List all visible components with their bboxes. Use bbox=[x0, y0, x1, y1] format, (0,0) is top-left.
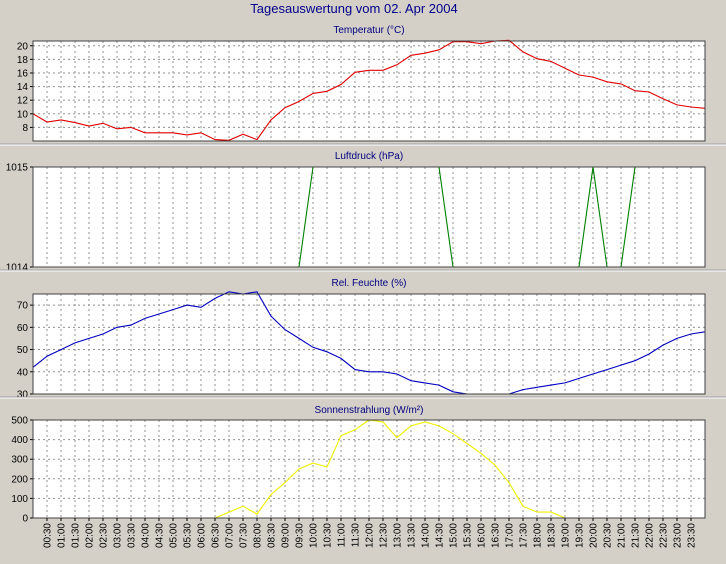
xtick-label: 06:30 bbox=[211, 523, 222, 548]
radiation-ytick-label: 100 bbox=[11, 494, 28, 505]
temperature-ytick-label: 18 bbox=[17, 55, 29, 66]
pressure-title: Luftdruck (hPa) bbox=[335, 151, 403, 162]
xtick-label: 09:30 bbox=[295, 523, 306, 548]
xtick-label: 23:00 bbox=[673, 523, 684, 548]
xtick-label: 11:30 bbox=[351, 523, 362, 548]
xtick-label: 04:30 bbox=[155, 523, 166, 548]
radiation-ytick-label: 200 bbox=[11, 474, 28, 485]
xtick-label: 07:30 bbox=[239, 523, 250, 548]
temperature-ytick-label: 10 bbox=[17, 109, 29, 120]
pressure-plot-border bbox=[32, 166, 706, 268]
xtick-label: 05:00 bbox=[169, 523, 180, 548]
temperature-panel: Temperatur (°C) 8 10 12 14 16 18 20 bbox=[0, 25, 726, 146]
xtick-label: 15:00 bbox=[449, 523, 460, 548]
xtick-label: 03:30 bbox=[127, 523, 138, 548]
radiation-ytick-label: 500 bbox=[11, 416, 28, 427]
humidity-ytick-label: 40 bbox=[17, 367, 29, 378]
temperature-ytick-label: 16 bbox=[17, 68, 29, 79]
xtick-label: 15:30 bbox=[463, 523, 474, 548]
temperature-series-line bbox=[32, 39, 706, 141]
humidity-ytick-label: 60 bbox=[17, 323, 29, 334]
xtick-label: 19:30 bbox=[575, 523, 586, 548]
temperature-ytick-label: 12 bbox=[17, 96, 29, 107]
xtick-label: 03:00 bbox=[113, 523, 124, 548]
xtick-label: 14:00 bbox=[421, 523, 432, 548]
xtick-label: 19:00 bbox=[561, 523, 572, 548]
xtick-label: 17:00 bbox=[505, 523, 516, 548]
chart-panels: Temperatur (°C) 8 10 12 14 16 18 20 Luftdruck (h… bbox=[0, 25, 726, 525]
xtick-label: 01:30 bbox=[71, 523, 82, 548]
xtick-label: 14:30 bbox=[435, 523, 446, 548]
pressure-panel: Luftdruck (hPa) 1014 1015 bbox=[0, 151, 726, 274]
xtick-label: 11:00 bbox=[337, 523, 348, 548]
humidity-ytick-label: 70 bbox=[17, 301, 29, 312]
humidity-plot-border bbox=[32, 293, 706, 395]
xtick-label: 17:30 bbox=[519, 523, 530, 548]
xtick-label: 23:30 bbox=[687, 523, 698, 548]
xtick-label: 18:30 bbox=[547, 523, 558, 548]
radiation-plot-area bbox=[33, 420, 705, 518]
humidity-ytick-label: 50 bbox=[17, 345, 29, 356]
radiation-ytick-label: 0 bbox=[22, 514, 28, 525]
radiation-title: Sonnenstrahlung (W/m²) bbox=[315, 405, 424, 416]
xtick-label: 06:00 bbox=[197, 523, 208, 548]
xtick-label: 08:00 bbox=[253, 523, 264, 548]
temperature-title: Temperatur (°C) bbox=[333, 25, 404, 36]
xtick-label: 10:00 bbox=[309, 523, 320, 548]
radiation-panel: Sonnenstrahlung (W/m²) 0 100 200 300 400 500 bbox=[11, 405, 706, 525]
xtick-label: 08:30 bbox=[267, 523, 278, 548]
radiation-ytick-label: 300 bbox=[11, 455, 28, 466]
xtick-label: 07:00 bbox=[225, 523, 236, 548]
xtick-label: 22:00 bbox=[645, 523, 656, 548]
chart-title: Tagesauswertung vom 02. Apr 2004 bbox=[250, 1, 457, 16]
temperature-ytick-label: 8 bbox=[22, 123, 28, 134]
xtick-label: 16:30 bbox=[491, 523, 502, 548]
radiation-ytick-label: 400 bbox=[11, 435, 28, 446]
xtick-label: 05:30 bbox=[183, 523, 194, 548]
xtick-label: 02:30 bbox=[99, 523, 110, 548]
xtick-label: 09:00 bbox=[281, 523, 292, 548]
x-axis-labels: 00:30 01:00 01:30 02:00 02:30 03:00 03:30 04:00… bbox=[43, 518, 698, 548]
pressure-ytick-label: 1014 bbox=[6, 263, 29, 274]
temperature-ytick-label: 14 bbox=[17, 82, 29, 93]
xtick-label: 22:30 bbox=[659, 523, 670, 548]
pressure-ytick-label: 1015 bbox=[6, 163, 29, 174]
temperature-plot-border bbox=[32, 40, 706, 142]
xtick-label: 01:00 bbox=[57, 523, 68, 548]
xtick-label: 04:00 bbox=[141, 523, 152, 548]
humidity-series-line bbox=[32, 291, 706, 395]
humidity-title: Rel. Feuchte (%) bbox=[331, 278, 406, 289]
xtick-label: 02:00 bbox=[85, 523, 96, 548]
temperature-ytick-label: 20 bbox=[17, 41, 29, 52]
xtick-label: 20:30 bbox=[603, 523, 614, 548]
xtick-label: 13:00 bbox=[393, 523, 404, 548]
xtick-label: 12:30 bbox=[379, 523, 390, 548]
humidity-ytick-label: 30 bbox=[17, 390, 29, 401]
xtick-label: 00:30 bbox=[43, 523, 54, 548]
xtick-label: 16:00 bbox=[477, 523, 488, 548]
xtick-label: 20:00 bbox=[589, 523, 600, 548]
xtick-label: 12:00 bbox=[365, 523, 376, 548]
xtick-label: 13:30 bbox=[407, 523, 418, 548]
xtick-label: 10:30 bbox=[323, 523, 334, 548]
humidity-panel: Rel. Feuchte (%) 30 40 50 60 70 bbox=[0, 278, 726, 401]
xtick-label: 21:30 bbox=[631, 523, 642, 548]
xtick-label: 21:00 bbox=[617, 523, 628, 548]
xtick-label: 18:00 bbox=[533, 523, 544, 548]
